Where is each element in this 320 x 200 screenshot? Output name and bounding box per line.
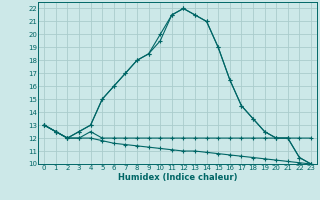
X-axis label: Humidex (Indice chaleur): Humidex (Indice chaleur) xyxy=(118,173,237,182)
